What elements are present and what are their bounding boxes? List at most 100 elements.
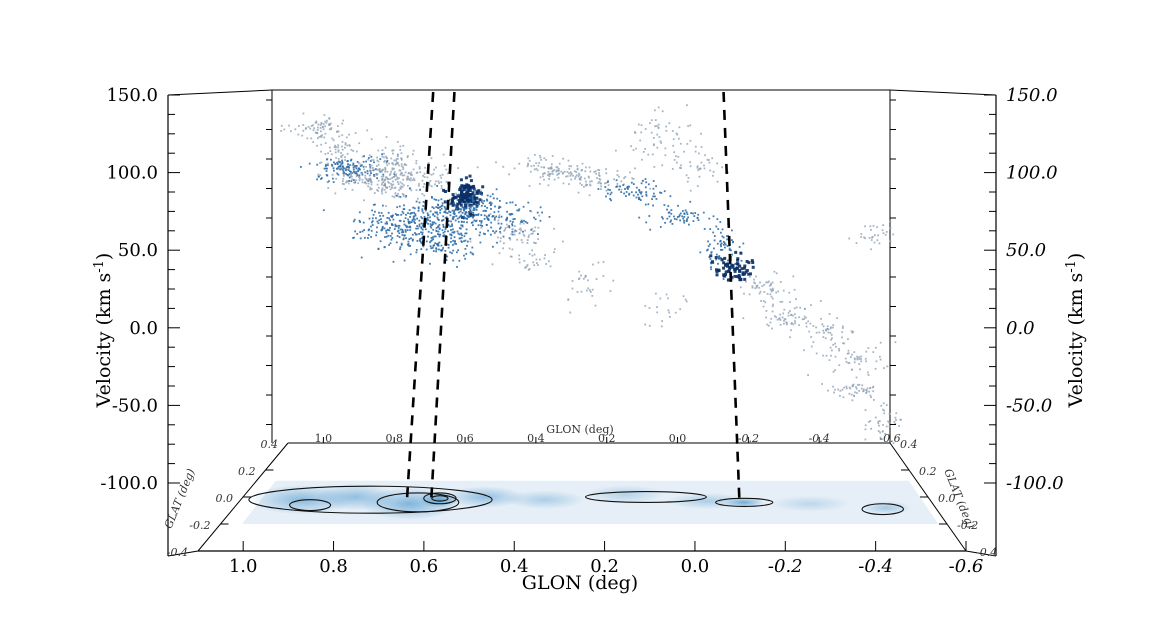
- ppv-point: [391, 184, 393, 186]
- ppv-point: [853, 357, 856, 360]
- ppv-point: [848, 237, 851, 240]
- ppv-point: [660, 192, 663, 194]
- ppv-point: [415, 172, 418, 174]
- ppv-point: [566, 171, 569, 173]
- ppv-point: [832, 326, 834, 329]
- ppv-point: [440, 198, 443, 201]
- ppv-point: [334, 163, 337, 165]
- ppv-point: [372, 159, 375, 161]
- ppv-point: [451, 193, 455, 197]
- ppv-point: [682, 295, 685, 298]
- ppv-point: [480, 221, 483, 224]
- ppv-point: [615, 186, 618, 188]
- ppv-point: [632, 183, 635, 185]
- ppv-point: [738, 264, 742, 268]
- ppv-point: [467, 188, 471, 191]
- ppv-point: [478, 198, 482, 202]
- ppv-point: [697, 219, 700, 221]
- ppv-point: [502, 235, 505, 238]
- ppv-point: [407, 244, 410, 247]
- ppv-point: [819, 300, 822, 302]
- ppv-point: [423, 176, 426, 178]
- ppv-point: [421, 210, 424, 212]
- ppv-point: [461, 215, 464, 219]
- ppv-point: [420, 222, 423, 225]
- ppv-point: [332, 177, 334, 180]
- ppv-point: [548, 216, 551, 218]
- ppv-point: [506, 217, 508, 220]
- ppv-point: [445, 200, 448, 203]
- ppv-point: [463, 235, 466, 238]
- ppv-point: [685, 300, 688, 303]
- ppv-point: [392, 214, 394, 217]
- ppv-point: [440, 205, 443, 207]
- ppv-point: [805, 316, 807, 319]
- ppv-point: [751, 261, 755, 264]
- ppv-point: [775, 291, 778, 294]
- ppv-point: [402, 193, 405, 196]
- ppv-point: [367, 234, 370, 236]
- ppv-point: [527, 164, 529, 166]
- ppv-point: [666, 208, 668, 211]
- ppv-point: [732, 241, 734, 244]
- ppv-point: [381, 225, 384, 228]
- dashed-line: [722, 91, 741, 500]
- ppv-point: [568, 172, 570, 175]
- ppv-point: [434, 183, 436, 186]
- ppv-point: [575, 171, 578, 173]
- ppv-point: [307, 126, 310, 128]
- ppv-point: [401, 210, 404, 213]
- ppv-point: [600, 185, 602, 188]
- ppv-point: [499, 232, 502, 234]
- ppv-point: [625, 191, 628, 193]
- ppv-point: [434, 211, 437, 214]
- ppv-point: [689, 200, 692, 203]
- ppv-point: [472, 209, 475, 212]
- ppv-point: [312, 124, 314, 127]
- ppv-point: [790, 313, 793, 316]
- ppv-point: [763, 291, 766, 293]
- ppv-point: [720, 245, 722, 248]
- ppv-point: [895, 419, 897, 421]
- ppv-point: [660, 142, 662, 144]
- ppv-point: [378, 168, 381, 170]
- ppv-point: [402, 166, 405, 169]
- ppv-point: [401, 193, 404, 195]
- ppv-point: [885, 404, 888, 406]
- ppv-point: [387, 180, 389, 183]
- ppv-point: [394, 194, 397, 197]
- ppv-point: [815, 326, 817, 329]
- ppv-point: [579, 178, 582, 181]
- ppv-point: [570, 173, 573, 176]
- ppv-point: [342, 172, 345, 175]
- ppv-point: [405, 195, 408, 197]
- ppv-point: [779, 323, 782, 326]
- ppv-point: [351, 175, 353, 178]
- ppv-point: [450, 237, 452, 240]
- ppv-point: [382, 175, 385, 178]
- ppv-point: [471, 197, 474, 199]
- ppv-point: [378, 211, 380, 214]
- ppv-point: [337, 165, 340, 168]
- ppv-point: [670, 219, 672, 222]
- ppv-point: [860, 236, 863, 238]
- ppv-point: [881, 229, 884, 232]
- ppv-point: [352, 162, 355, 165]
- ppv-point: [398, 205, 401, 208]
- ppv-point: [383, 179, 386, 182]
- ppv-point: [336, 161, 338, 164]
- ppv-point: [663, 190, 666, 193]
- ppv-point: [434, 180, 437, 183]
- ppv-point: [526, 165, 529, 168]
- ppv-point: [522, 205, 525, 208]
- ppv-point: [878, 424, 880, 427]
- ppv-point: [459, 178, 463, 182]
- ppv-point: [401, 186, 404, 189]
- ppv-point: [464, 212, 467, 215]
- ppv-point: [537, 238, 539, 240]
- ppv-point: [323, 114, 326, 116]
- map-emission-blob: [585, 484, 666, 504]
- ppv-point: [437, 226, 440, 228]
- ppv-point: [396, 214, 398, 216]
- ppv-point: [399, 228, 402, 231]
